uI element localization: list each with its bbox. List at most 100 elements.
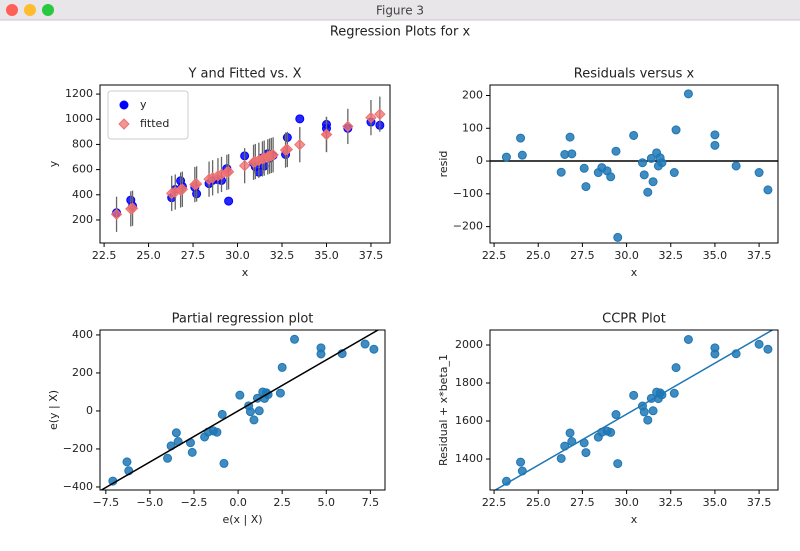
point: [290, 334, 300, 344]
point: [567, 149, 577, 159]
point: [122, 457, 132, 467]
x-tick-label: 30.0: [614, 496, 639, 509]
point: [581, 448, 591, 458]
y-axis-label: resid: [437, 151, 450, 178]
x-tick-label: 25.0: [136, 249, 161, 262]
point: [643, 415, 653, 425]
fitted-marker: [190, 178, 203, 190]
plot-area: [110, 96, 386, 232]
points: [108, 334, 379, 486]
x-tick-label: 30.0: [225, 249, 250, 262]
x-tick-label: 25.0: [526, 249, 551, 262]
fitted-marker: [342, 120, 354, 133]
fit-line: [100, 330, 380, 490]
y-axis-label: e(y | X): [47, 390, 60, 430]
points: [501, 335, 773, 486]
fitted-marker: [365, 111, 377, 124]
point: [516, 133, 526, 143]
x-tick-label: 37.5: [359, 249, 384, 262]
point: [669, 388, 679, 398]
axes-title: Partial regression plot: [172, 312, 314, 327]
point: [671, 363, 681, 373]
fitted-marker: [238, 159, 251, 172]
x-tick-label: −5.0: [137, 496, 164, 509]
point: [613, 459, 623, 469]
point: [629, 390, 639, 400]
title-bar: [0, 0, 800, 20]
x-tick-label: 37.5: [747, 496, 772, 509]
axes-frame: [489, 329, 779, 491]
point: [224, 196, 234, 206]
zoom-button[interactable]: [42, 4, 54, 16]
y-tick-label: 1600: [455, 414, 483, 427]
x-tick-label: 35.0: [314, 249, 339, 262]
point: [648, 406, 658, 416]
point: [579, 163, 589, 173]
x-tick-label: 35.0: [703, 249, 728, 262]
x-tick-label: 32.5: [659, 496, 684, 509]
x-tick-label: 5.0: [318, 496, 336, 509]
y-tick-label: 800: [72, 137, 93, 150]
point: [171, 428, 181, 438]
point: [606, 427, 616, 437]
y-tick-label: −200: [453, 220, 483, 233]
y-tick-label: 200: [72, 366, 93, 379]
x-tick-label: 0.0: [229, 496, 247, 509]
point: [657, 158, 667, 168]
x-tick-label: 30.0: [614, 249, 639, 262]
suptitle: Regression Plots for x: [330, 25, 471, 40]
point: [235, 390, 245, 400]
window-title: Figure 3: [376, 4, 424, 18]
legend-label: y: [140, 98, 147, 111]
point: [316, 349, 326, 359]
plot-area: [493, 330, 774, 490]
x-tick-label: 27.5: [570, 496, 595, 509]
point: [629, 130, 639, 140]
point: [648, 177, 658, 187]
point: [254, 406, 264, 416]
x-tick-label: −7.5: [92, 496, 119, 509]
point: [683, 89, 693, 99]
point: [643, 187, 653, 197]
point: [754, 339, 764, 349]
y-axis-label: Residual + x*beta_1: [437, 354, 450, 466]
y-tick-label: 0: [86, 404, 93, 417]
point: [187, 447, 197, 457]
x-tick-label: 27.5: [181, 249, 206, 262]
point: [581, 182, 591, 192]
point: [360, 339, 370, 349]
plot-area: [100, 330, 380, 490]
point: [501, 152, 511, 162]
y-tick-label: −400: [63, 480, 93, 493]
axes-title: CCPR Plot: [602, 312, 666, 327]
point: [710, 130, 720, 140]
x-tick-label: 32.5: [270, 249, 295, 262]
point: [217, 409, 227, 419]
minimize-button[interactable]: [24, 4, 36, 16]
fitted-marker: [126, 202, 139, 214]
fitted-marker: [176, 183, 189, 195]
point: [611, 146, 621, 156]
y-tick-label: 1200: [65, 87, 93, 100]
point: [763, 185, 773, 195]
axes-title: Y and Fitted vs. X: [187, 67, 301, 82]
point: [516, 457, 526, 467]
x-axis-label: x: [242, 266, 249, 279]
x-tick-label: 22.5: [482, 249, 507, 262]
points: [110, 96, 386, 232]
point: [212, 427, 222, 437]
point: [565, 132, 575, 142]
y-axis-label: y: [47, 160, 60, 167]
y-tick-label: 200: [462, 88, 483, 101]
x-tick-label: 7.5: [362, 496, 380, 509]
x-tick-label: 27.5: [570, 249, 595, 262]
axes-title: Residuals versus x: [574, 67, 695, 82]
y-tick-label: 400: [72, 328, 93, 341]
close-button[interactable]: [6, 4, 18, 16]
point: [671, 125, 681, 135]
point: [277, 362, 287, 372]
y-tick-label: −100: [453, 187, 483, 200]
points: [501, 89, 773, 242]
y-tick-label: 200: [72, 213, 93, 226]
point: [295, 114, 305, 124]
